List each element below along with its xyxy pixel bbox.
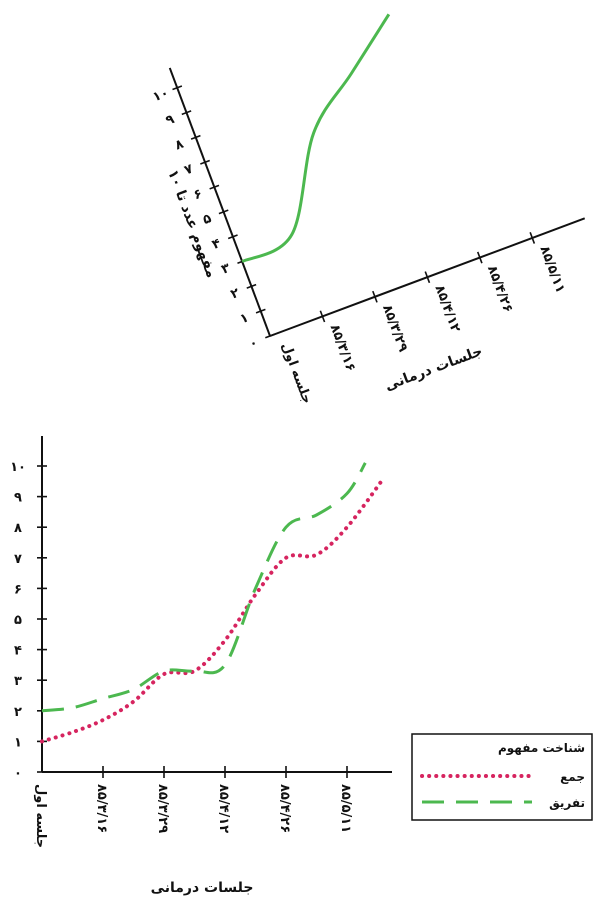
x-tick-label: ۸۵/۵/۱۱ — [338, 784, 353, 833]
y-tick-label: ۱ — [238, 310, 251, 327]
y-tick-label: ۱۰ — [10, 460, 26, 475]
series-line — [241, 13, 391, 263]
y-tick-label: ۴ — [14, 644, 22, 659]
y-tick-mark — [172, 85, 183, 91]
top-chart-rotated-group: ۰ ۱ ۲ ۳ ۴ ۵ ۶ ۷ ۸ ۹ ۱۰ جلسه اول ۸۵/۳/۱۶ ۸۵/۳/۲۹ ۸۵/۴/۱… — [151, 13, 586, 406]
y-tick-mark — [227, 234, 238, 240]
x-tick-mark — [476, 251, 483, 264]
y-tick-label: ۵ — [201, 211, 214, 228]
y-tick-label: ۳ — [14, 674, 22, 689]
legend-label-1: تفریق — [549, 796, 585, 810]
y-tick-mark — [209, 184, 220, 190]
y-tick-label: ۱ — [14, 735, 22, 750]
x-tick-label: جلسه اول — [278, 341, 315, 406]
y-tick-label: ۲ — [14, 705, 22, 720]
series-line-0 — [40, 476, 386, 744]
legend-title: شناخت مفهوم — [498, 741, 585, 756]
top-chart: ۰ ۱ ۲ ۳ ۴ ۵ ۶ ۷ ۸ ۹ ۱۰ جلسه اول ۸۵/۳/۱۶ ۸۵/۳/۲۹ ۸۵/۴/۱… — [151, 13, 586, 406]
y-tick-label: ۵ — [14, 613, 22, 628]
y-tick-label: ۹ — [164, 112, 177, 129]
x-tick-label: ۸۵/۴/۱۲ — [216, 784, 231, 833]
x-tick-label: ۸۵/۳/۲۹ — [155, 784, 170, 833]
y-tick-mark — [246, 283, 257, 289]
y-tick-label: ۶ — [14, 582, 22, 597]
x-tick-label: ۸۵/۴/۲۶ — [277, 784, 292, 833]
y-tick-label: ۱۰ — [151, 86, 171, 106]
x-axis-title: جلسات درمانی — [151, 880, 254, 896]
y-tick-label: ۲ — [229, 286, 242, 303]
series-line-1 — [41, 462, 367, 713]
y-tick-mark — [200, 159, 211, 165]
bottom-chart: ۰ ۱ ۲ ۳ ۴ ۵ ۶ ۷ ۸ ۹ ۱۰ جلسه اول ۸۵/۳/۱۶ ۸۵/۳/۲۹ ۸۵/۴/۱… — [10, 436, 593, 896]
y-tick-mark — [190, 134, 201, 140]
x-tick-label: ۸۵/۳/۱۶ — [327, 322, 358, 373]
x-tick-label: ۸۵/۴/۲۶ — [484, 264, 515, 315]
y-tick-label: ۸ — [14, 521, 22, 536]
x-tick-mark — [372, 290, 378, 303]
x-tick-label: ۸۵/۳/۲۹ — [379, 303, 410, 354]
y-tick-label: ۰ — [247, 335, 260, 352]
x-tick-label: جلسه اول — [33, 784, 48, 848]
y-tick-label: ۹ — [14, 491, 22, 506]
y-tick-label: ۸ — [173, 137, 186, 154]
y-tick-label: ۳ — [219, 261, 232, 278]
x-tick-mark — [529, 232, 536, 244]
x-tick-mark — [424, 271, 431, 284]
legend: شناخت مفهوم جمع تفریق — [411, 733, 593, 821]
x-tick-mark — [319, 310, 326, 323]
y-tick-mark — [218, 209, 229, 215]
y-tick-label: ۰ — [14, 766, 22, 781]
y-tick-label: ۷ — [14, 552, 22, 567]
legend-label-0: جمع — [560, 770, 585, 784]
y-tick-label: ۴ — [210, 236, 223, 253]
y-tick-mark — [255, 308, 266, 314]
x-tick-label: ۸۵/۵/۱۱ — [536, 244, 567, 295]
x-tick-label: ۸۵/۴/۱۲ — [432, 283, 463, 334]
y-tick-mark — [181, 110, 192, 116]
y-tick-mark — [265, 333, 275, 339]
y-tick-label: ۷ — [182, 162, 195, 179]
y-tick-label: ۶ — [192, 186, 205, 203]
x-tick-label: ۸۵/۳/۱۶ — [94, 784, 109, 833]
